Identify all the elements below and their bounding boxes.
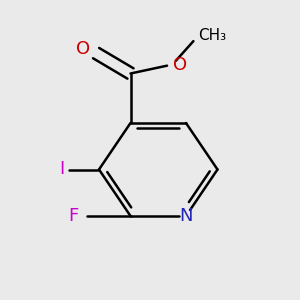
Text: O: O	[76, 40, 90, 58]
Text: O: O	[172, 56, 187, 74]
Text: I: I	[59, 160, 64, 178]
Text: N: N	[179, 207, 193, 225]
Text: CH₃: CH₃	[198, 28, 226, 44]
Text: F: F	[68, 207, 78, 225]
